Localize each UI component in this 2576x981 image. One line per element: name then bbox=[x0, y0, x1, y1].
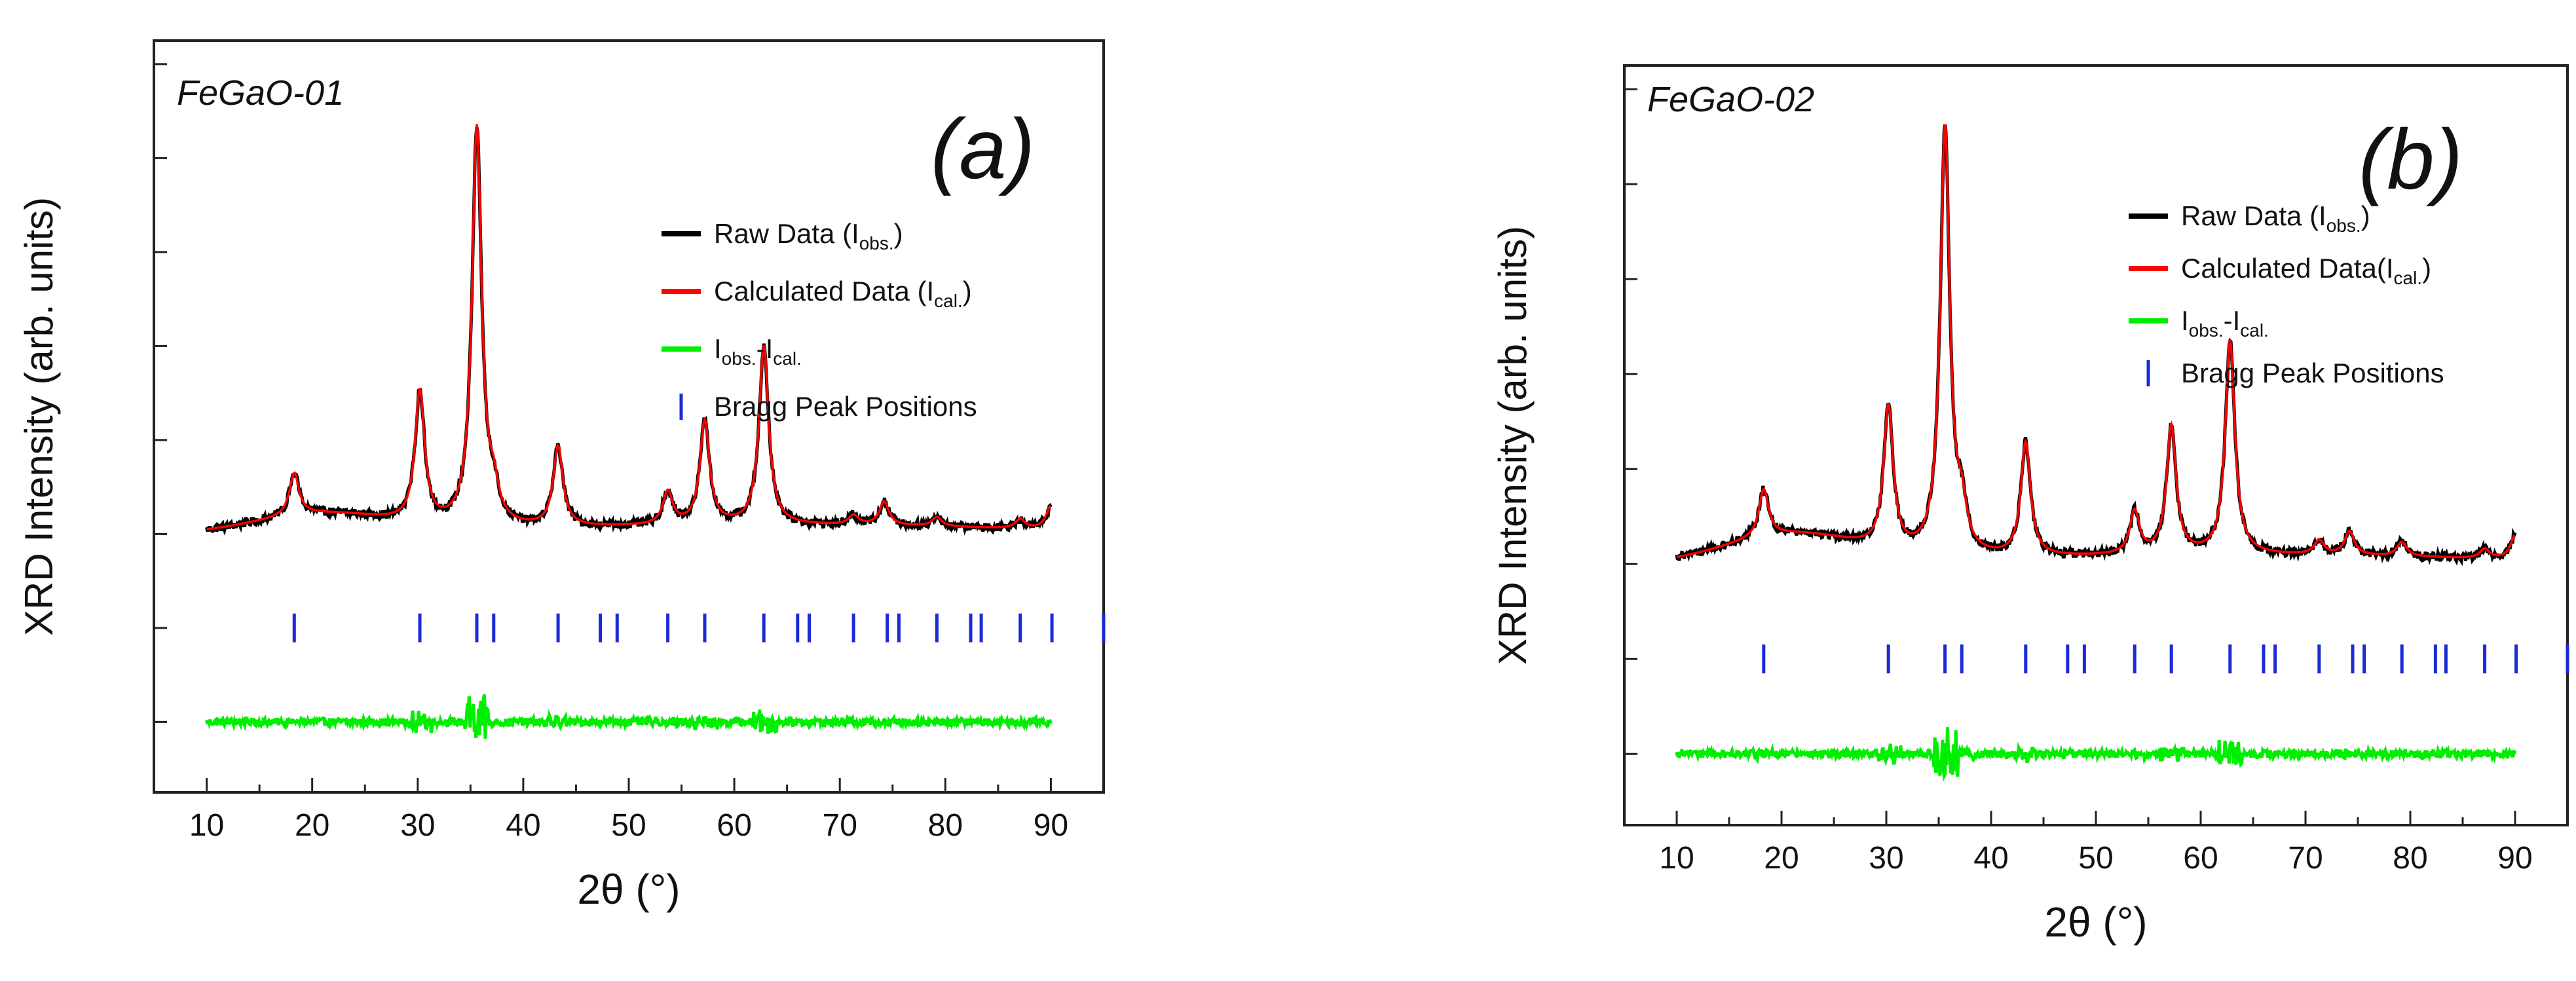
x-axis-label: 2θ (°) bbox=[2044, 898, 2147, 946]
legend-entry: Raw Data (Iobs.) bbox=[714, 218, 903, 253]
x-tick-label: 50 bbox=[611, 808, 646, 843]
legend-entry: Iobs.-Ical. bbox=[714, 333, 802, 369]
legend-subscript: cal. bbox=[934, 291, 963, 311]
x-tick-label: 90 bbox=[1034, 808, 1068, 843]
x-tick-label: 80 bbox=[2393, 841, 2427, 876]
legend-subscript: obs. bbox=[2189, 320, 2224, 341]
legend-label-tail: ) bbox=[2361, 200, 2370, 231]
legend-entry: Bragg Peak Positions bbox=[714, 391, 977, 422]
calculated-data-series bbox=[1676, 124, 2516, 559]
legend-label-mid: -I bbox=[756, 333, 774, 364]
x-tick-label: 10 bbox=[189, 808, 224, 843]
legend-label: I bbox=[2181, 305, 2189, 336]
x-tick-label: 80 bbox=[928, 808, 963, 843]
legend-label: Bragg Peak Positions bbox=[714, 391, 977, 422]
xrd-chart-b: 10 20 30 40 50 60 70 80 90 2θ (°) XRD Intensity (a… bbox=[1491, 64, 2569, 946]
xrd-chart-a: 10 20 30 40 50 60 70 80 90 2θ (°) XRD Intensity (a… bbox=[17, 39, 1106, 913]
legend-label: Calculated Data(I bbox=[2181, 253, 2394, 284]
legend-label-mid: -I bbox=[2224, 305, 2241, 336]
legend-entry: Calculated Data(Ical.) bbox=[2181, 253, 2431, 288]
legend-subscript: obs. bbox=[2326, 215, 2361, 236]
x-tick-label: 30 bbox=[400, 808, 435, 843]
x-tick-label: 60 bbox=[717, 808, 751, 843]
legend-subscript: cal. bbox=[2394, 268, 2423, 288]
x-tick-label: 10 bbox=[1659, 841, 1694, 876]
legend-label: Bragg Peak Positions bbox=[2181, 358, 2444, 388]
x-tick-label: 20 bbox=[295, 808, 329, 843]
x-tick-label: 20 bbox=[1764, 841, 1799, 876]
legend-label-tail: ) bbox=[894, 218, 903, 249]
x-tick-label: 30 bbox=[1869, 841, 1903, 876]
sample-name: FeGaO-01 bbox=[177, 73, 344, 113]
legend-entry: Iobs.-Ical. bbox=[2181, 305, 2269, 341]
legend-entry: Bragg Peak Positions bbox=[2181, 358, 2444, 388]
x-tick-label: 70 bbox=[2288, 841, 2323, 876]
difference-series bbox=[1675, 727, 2517, 782]
panel-label: (b) bbox=[2359, 111, 2463, 207]
difference-series bbox=[205, 694, 1053, 739]
chart-panel-b: 10 20 30 40 50 60 70 80 90 2θ (°) XRD Intensity (a… bbox=[1480, 0, 2576, 981]
legend-subscript: obs. bbox=[722, 348, 756, 369]
legend-subscript-2: cal. bbox=[2240, 320, 2269, 341]
legend-label: Raw Data (I bbox=[2181, 200, 2326, 231]
legend-label-tail: ) bbox=[2422, 253, 2431, 284]
legend-entry: Raw Data (Iobs.) bbox=[2181, 200, 2370, 236]
legend-subscript-2: cal. bbox=[773, 348, 802, 369]
calculated-data-series bbox=[206, 124, 1052, 530]
chart-panel-a: 10 20 30 40 50 60 70 80 90 2θ (°) XRD Intensity (a… bbox=[0, 0, 1113, 981]
legend-label: Calculated Data (I bbox=[714, 276, 934, 306]
x-tick-label: 40 bbox=[1973, 841, 2008, 876]
x-axis-label: 2θ (°) bbox=[577, 866, 680, 913]
legend-label-tail: ) bbox=[963, 276, 972, 306]
x-tick-label: 40 bbox=[506, 808, 540, 843]
sample-name: FeGaO-02 bbox=[1647, 80, 1814, 119]
x-tick-label: 70 bbox=[823, 808, 857, 843]
legend-label: Raw Data (I bbox=[714, 218, 859, 249]
raw-data-series bbox=[205, 126, 1053, 536]
legend-label: I bbox=[714, 333, 722, 364]
panel-label: (a) bbox=[931, 101, 1035, 196]
x-tick-label: 60 bbox=[2183, 841, 2218, 876]
y-axis-label: XRD Intensity (arb. units) bbox=[1491, 226, 1535, 665]
y-axis-label: XRD Intensity (arb. units) bbox=[17, 197, 61, 636]
legend-subscript: obs. bbox=[859, 233, 894, 253]
legend-entry: Calculated Data (Ical.) bbox=[714, 276, 972, 311]
x-tick-label: 90 bbox=[2497, 841, 2532, 876]
x-tick-label: 50 bbox=[2078, 841, 2113, 876]
